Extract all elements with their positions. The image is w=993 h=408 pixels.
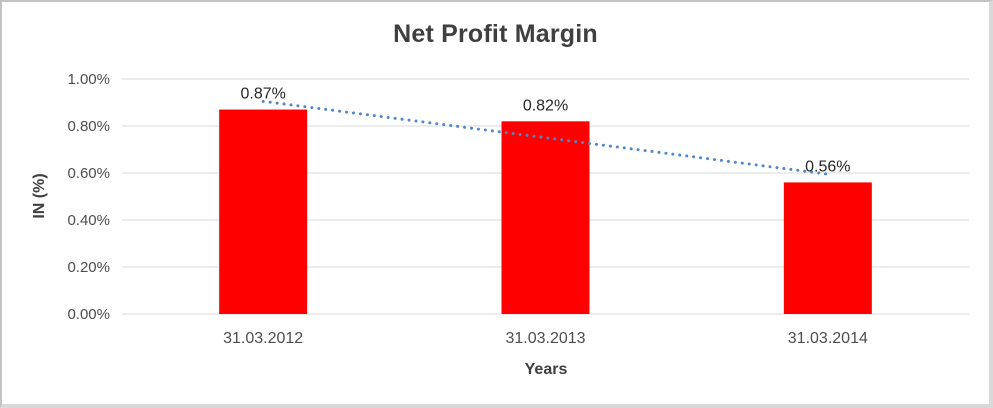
bar bbox=[783, 182, 872, 314]
bar bbox=[219, 109, 308, 314]
y-tick-label: 0.00% bbox=[67, 306, 110, 323]
x-tick-label: 31.03.2013 bbox=[505, 330, 585, 347]
chart-title: Net Profit Margin bbox=[393, 20, 598, 48]
x-tick-label: 31.03.2014 bbox=[788, 330, 868, 347]
y-tick-label: 0.60% bbox=[67, 165, 110, 182]
bar-data-label: 0.87% bbox=[240, 86, 285, 103]
x-axis-title: Years bbox=[524, 361, 568, 378]
x-tick-label: 31.03.2012 bbox=[223, 330, 303, 347]
y-tick-label: 0.80% bbox=[67, 118, 110, 135]
y-tick-label: 0.20% bbox=[67, 259, 110, 276]
plot-area: 0.00% 0.20% 0.40% 0.60% 0.80% 1.00% 31.03.2012… bbox=[67, 71, 969, 347]
bar-data-label: 0.56% bbox=[805, 158, 850, 175]
y-tick-label: 0.40% bbox=[67, 212, 110, 229]
bar bbox=[501, 121, 590, 314]
y-tick-label: 1.00% bbox=[67, 71, 110, 88]
bar-data-label: 0.82% bbox=[523, 97, 568, 114]
